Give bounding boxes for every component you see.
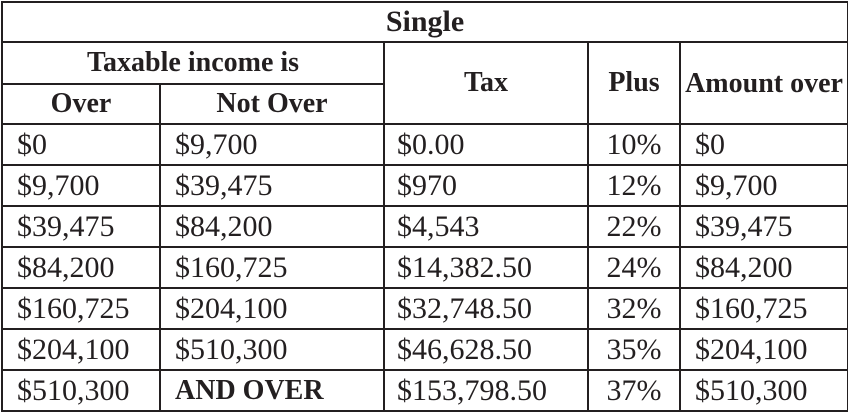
tax-cell: $14,382.50	[383, 246, 589, 289]
header-row-bottom: Over Not Over	[1, 83, 848, 125]
over-cell: $84,200	[1, 246, 161, 289]
table-title-row: Single	[0, 1, 848, 43]
not-over-cell: $39,475	[159, 164, 385, 207]
plus-rate-cell: 37%	[587, 369, 681, 412]
plus-rate-cell: 35%	[587, 328, 681, 371]
amount-over-cell: $510,300	[678, 369, 848, 412]
amount-over-cell: $9,700	[678, 164, 848, 207]
not-over-cell: AND OVER	[159, 369, 385, 412]
plus-rate-cell: 22%	[587, 205, 681, 248]
amount-over-cell: $84,200	[678, 246, 848, 289]
over-cell: $0	[1, 123, 161, 166]
plus-rate-cell: 32%	[587, 287, 681, 330]
tax-column-header: Tax	[383, 41, 589, 125]
tax-cell: $46,628.50	[383, 328, 589, 371]
plus-column-header: Plus	[587, 41, 681, 125]
table-title: Single	[0, 1, 848, 43]
tax-cell: $32,748.50	[383, 287, 589, 330]
table-row: $160,725 $204,100 $32,748.50 32% $160,72…	[1, 287, 848, 330]
header-row-top: Taxable income is Tax Plus Amount over	[1, 41, 848, 125]
over-cell: $9,700	[1, 164, 161, 207]
not-over-cell: $84,200	[159, 205, 385, 248]
not-over-column-header: Not Over	[159, 83, 385, 125]
amount-over-cell: $160,725	[678, 287, 848, 330]
over-column-header: Over	[1, 83, 161, 125]
not-over-cell: $9,700	[159, 123, 385, 166]
amount-over-column-header: Amount over	[678, 41, 848, 125]
tax-cell: $153,798.50	[383, 369, 589, 412]
not-over-cell: $510,300	[159, 328, 385, 371]
table-row: $0 $9,700 $0.00 10% $0	[1, 123, 848, 166]
over-cell: $160,725	[1, 287, 161, 330]
amount-over-cell: $204,100	[678, 328, 848, 371]
amount-over-cell: $39,475	[678, 205, 848, 248]
table-row: $204,100 $510,300 $46,628.50 35% $204,10…	[1, 328, 848, 371]
plus-rate-cell: 12%	[587, 164, 681, 207]
plus-rate-cell: 24%	[587, 246, 681, 289]
not-over-cell: $160,725	[159, 246, 385, 289]
table-row: $39,475 $84,200 $4,543 22% $39,475	[1, 205, 848, 248]
tax-cell: $4,543	[383, 205, 589, 248]
over-cell: $39,475	[1, 205, 161, 248]
not-over-cell: $204,100	[159, 287, 385, 330]
table-row: $84,200 $160,725 $14,382.50 24% $84,200	[1, 246, 848, 289]
over-cell: $204,100	[1, 328, 161, 371]
table-row: $510,300 AND OVER $153,798.50 37% $510,3…	[1, 369, 848, 412]
tax-cell: $0.00	[383, 123, 589, 166]
plus-rate-cell: 10%	[587, 123, 681, 166]
amount-over-cell: $0	[678, 123, 848, 166]
taxable-income-header: Taxable income is	[1, 41, 385, 85]
tax-cell: $970	[383, 164, 589, 207]
over-cell: $510,300	[1, 369, 161, 412]
table-row: $9,700 $39,475 $970 12% $9,700	[1, 164, 848, 207]
